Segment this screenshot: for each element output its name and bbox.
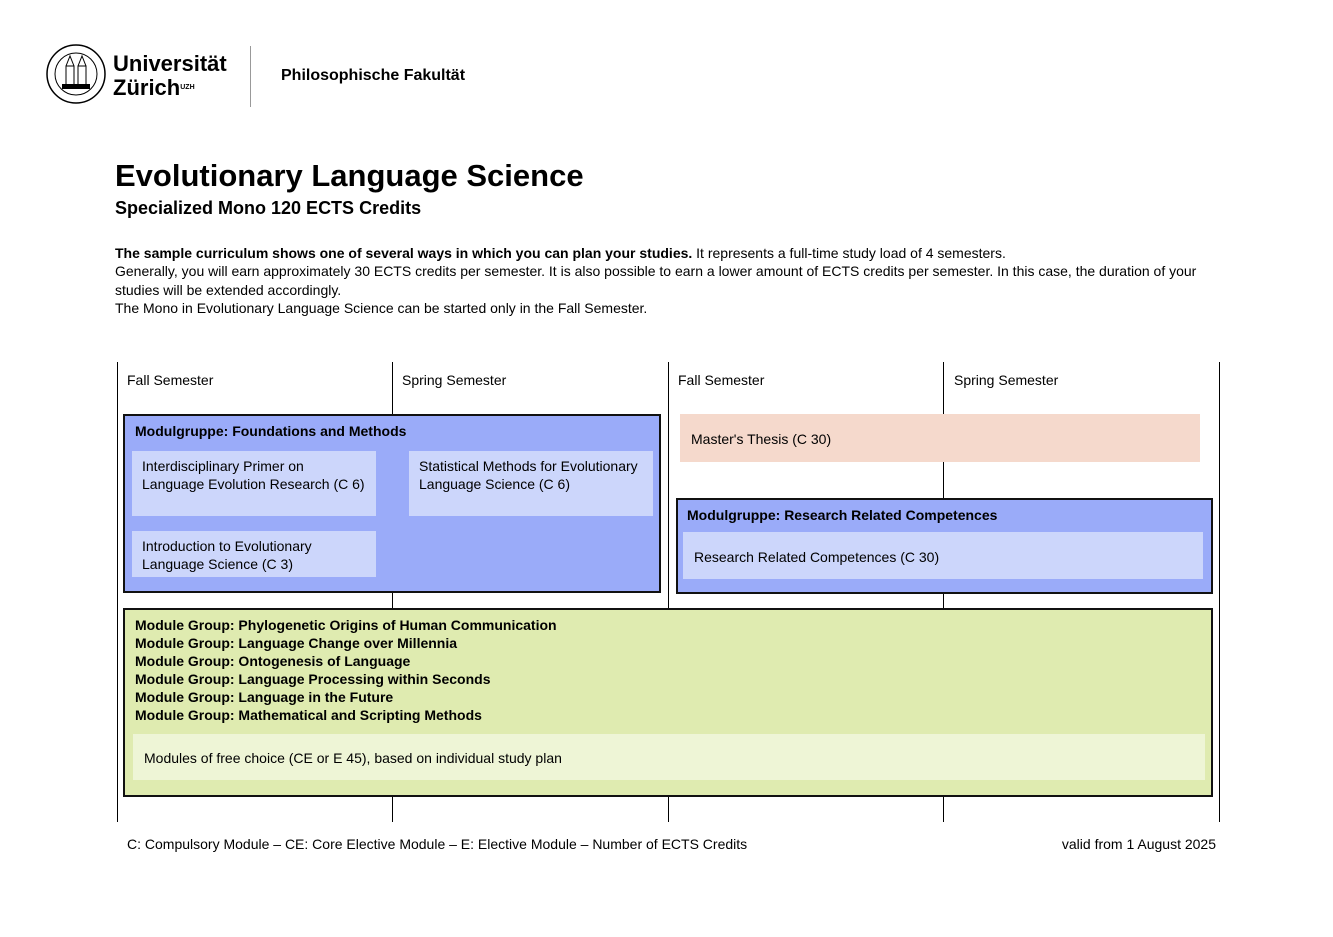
footer-valid-date: valid from 1 August 2025 bbox=[1061, 836, 1216, 852]
intro-line2: Generally, you will earn approximately 3… bbox=[115, 263, 1197, 298]
uzh-seal-logo bbox=[46, 44, 106, 104]
university-name: Universität ZürichUZH bbox=[113, 52, 227, 100]
semester-header: Fall Semester bbox=[678, 372, 765, 388]
page-subtitle: Specialized Mono 120 ECTS Credits bbox=[115, 198, 422, 218]
elective-group: Module Group: Language Change over Mille… bbox=[135, 635, 458, 651]
semester-header: Fall Semester bbox=[127, 372, 214, 388]
intro-rest: It represents a full-time study load of … bbox=[692, 245, 1006, 261]
module-primer: Interdisciplinary Primer on Language Evo… bbox=[132, 451, 376, 516]
semester-header: Spring Semester bbox=[954, 372, 1059, 388]
page-title: Evolutionary Language Science bbox=[115, 158, 584, 193]
university-line2: Zürich bbox=[113, 75, 181, 100]
column-line bbox=[117, 362, 118, 822]
semester-header: Spring Semester bbox=[402, 372, 507, 388]
intro-text: The sample curriculum shows one of sever… bbox=[115, 244, 1225, 317]
university-line1: Universität bbox=[113, 51, 227, 76]
module-research-competences: Research Related Competences (C 30) bbox=[683, 532, 1203, 579]
module-introduction: Introduction to Evolutionary Language Sc… bbox=[132, 531, 376, 577]
masters-thesis: Master's Thesis (C 30) bbox=[680, 414, 1200, 462]
module-free-choice: Modules of free choice (CE or E 45), bas… bbox=[133, 734, 1205, 780]
column-line bbox=[668, 362, 669, 822]
elective-group: Module Group: Language Processing within… bbox=[135, 671, 491, 687]
university-sup: UZH bbox=[180, 84, 195, 91]
header-divider bbox=[250, 46, 251, 107]
elective-group: Module Group: Mathematical and Scripting… bbox=[135, 707, 482, 723]
group-title: Modulgruppe: Research Related Competence… bbox=[687, 507, 998, 523]
footer-legend: C: Compulsory Module – CE: Core Elective… bbox=[127, 836, 748, 852]
faculty-name: Philosophische Fakultät bbox=[281, 67, 466, 84]
intro-bold: The sample curriculum shows one of sever… bbox=[115, 245, 693, 261]
module-statistical-methods: Statistical Methods for Evolutionary Lan… bbox=[409, 451, 653, 516]
intro-line3: The Mono in Evolutionary Language Scienc… bbox=[115, 299, 648, 316]
elective-group: Module Group: Phylogenetic Origins of Hu… bbox=[135, 617, 557, 633]
elective-group: Module Group: Ontogenesis of Language bbox=[135, 653, 411, 669]
elective-group: Module Group: Language in the Future bbox=[135, 689, 394, 705]
group-title: Modulgruppe: Foundations and Methods bbox=[135, 423, 407, 439]
column-line bbox=[1219, 362, 1220, 822]
